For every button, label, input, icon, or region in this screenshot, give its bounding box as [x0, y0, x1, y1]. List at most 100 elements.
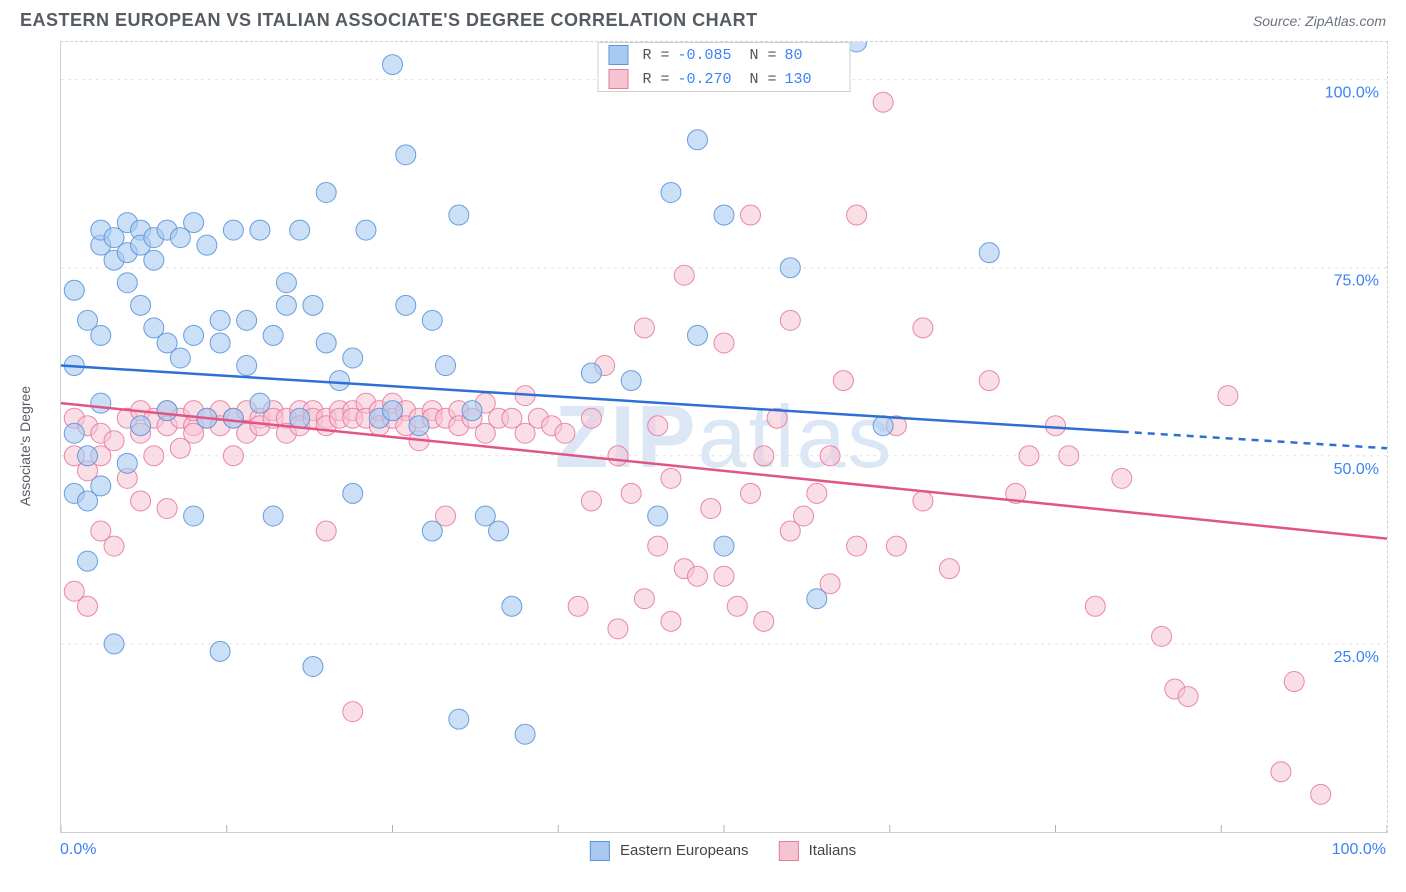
- marker-eastern: [621, 371, 641, 391]
- marker-italian: [1019, 446, 1039, 466]
- marker-eastern: [714, 205, 734, 225]
- marker-eastern: [648, 506, 668, 526]
- marker-eastern: [197, 235, 217, 255]
- n-label: N =: [741, 71, 777, 88]
- y-tick-label: 75.0%: [1334, 273, 1379, 290]
- marker-italian: [741, 483, 761, 503]
- marker-italian: [807, 483, 827, 503]
- marker-italian: [661, 468, 681, 488]
- marker-italian: [1059, 446, 1079, 466]
- legend-label-eastern: Eastern Europeans: [620, 842, 748, 859]
- marker-eastern: [64, 423, 84, 443]
- marker-eastern: [131, 295, 151, 315]
- marker-eastern: [422, 521, 442, 541]
- legend-row-eastern: R = -0.085 N = 80: [598, 43, 849, 67]
- marker-eastern: [687, 130, 707, 150]
- marker-italian: [78, 596, 98, 616]
- marker-eastern: [396, 295, 416, 315]
- marker-italian: [886, 536, 906, 556]
- marker-eastern: [303, 295, 323, 315]
- marker-eastern: [979, 243, 999, 263]
- marker-eastern: [780, 258, 800, 278]
- marker-eastern: [502, 596, 522, 616]
- marker-eastern: [316, 182, 336, 202]
- marker-eastern: [91, 476, 111, 496]
- marker-eastern: [449, 205, 469, 225]
- marker-eastern: [184, 506, 204, 526]
- marker-eastern: [210, 310, 230, 330]
- marker-eastern: [250, 393, 270, 413]
- marker-eastern: [581, 363, 601, 383]
- marker-italian: [581, 408, 601, 428]
- x-axis-labels-row: 0.0% Eastern Europeans Italians 100.0%: [60, 841, 1386, 859]
- y-tick-label: 100.0%: [1325, 85, 1379, 102]
- marker-eastern: [356, 220, 376, 240]
- trendline-eastern-dashed: [1122, 432, 1387, 449]
- marker-italian: [1311, 784, 1331, 804]
- marker-eastern: [64, 280, 84, 300]
- marker-eastern: [303, 656, 323, 676]
- swatch-italian-bottom: [778, 841, 798, 861]
- swatch-eastern-bottom: [590, 841, 610, 861]
- marker-eastern: [78, 551, 98, 571]
- marker-italian: [913, 318, 933, 338]
- marker-italian: [847, 205, 867, 225]
- marker-eastern: [91, 393, 111, 413]
- marker-italian: [648, 536, 668, 556]
- marker-italian: [820, 446, 840, 466]
- marker-italian: [794, 506, 814, 526]
- marker-italian: [780, 310, 800, 330]
- marker-eastern: [131, 416, 151, 436]
- marker-eastern: [157, 401, 177, 421]
- marker-eastern: [78, 446, 98, 466]
- marker-eastern: [409, 416, 429, 436]
- marker-italian: [157, 498, 177, 518]
- marker-eastern: [396, 145, 416, 165]
- marker-italian: [741, 205, 761, 225]
- marker-eastern: [343, 348, 363, 368]
- marker-italian: [661, 611, 681, 631]
- marker-italian: [648, 416, 668, 436]
- marker-italian: [581, 491, 601, 511]
- marker-eastern: [436, 356, 456, 376]
- marker-italian: [621, 483, 641, 503]
- series-legend: Eastern Europeans Italians: [590, 841, 856, 861]
- marker-eastern: [422, 310, 442, 330]
- marker-eastern: [276, 273, 296, 293]
- marker-italian: [1085, 596, 1105, 616]
- marker-italian: [104, 431, 124, 451]
- marker-italian: [727, 596, 747, 616]
- scatter-chart: ZIPatlas R = -0.085 N = 80 R = -0.270 N …: [60, 41, 1388, 833]
- marker-eastern: [489, 521, 509, 541]
- legend-label-italian: Italians: [809, 842, 857, 859]
- marker-eastern: [263, 325, 283, 345]
- marker-italian: [104, 536, 124, 556]
- marker-italian: [754, 611, 774, 631]
- chart-header: EASTERN EUROPEAN VS ITALIAN ASSOCIATE'S …: [0, 0, 1406, 36]
- marker-eastern: [104, 634, 124, 654]
- marker-eastern: [661, 182, 681, 202]
- n-value-italian: 130: [785, 71, 840, 88]
- marker-italian: [223, 446, 243, 466]
- n-label: N =: [741, 47, 777, 64]
- x-axis-min-label: 0.0%: [60, 841, 96, 859]
- r-value-eastern: -0.085: [678, 47, 733, 64]
- source-credit: Source: ZipAtlas.com: [1253, 13, 1386, 29]
- marker-italian: [674, 265, 694, 285]
- marker-italian: [144, 446, 164, 466]
- marker-eastern: [807, 589, 827, 609]
- marker-italian: [568, 596, 588, 616]
- chart-title: EASTERN EUROPEAN VS ITALIAN ASSOCIATE'S …: [20, 10, 758, 31]
- swatch-eastern: [608, 45, 628, 65]
- marker-eastern: [144, 250, 164, 270]
- r-label: R =: [642, 47, 669, 64]
- marker-italian: [979, 371, 999, 391]
- n-value-eastern: 80: [785, 47, 840, 64]
- marker-italian: [714, 566, 734, 586]
- r-label: R =: [642, 71, 669, 88]
- legend-item-italian: Italians: [778, 841, 856, 861]
- marker-eastern: [237, 310, 257, 330]
- marker-italian: [701, 498, 721, 518]
- marker-eastern: [383, 55, 403, 75]
- marker-eastern: [184, 213, 204, 233]
